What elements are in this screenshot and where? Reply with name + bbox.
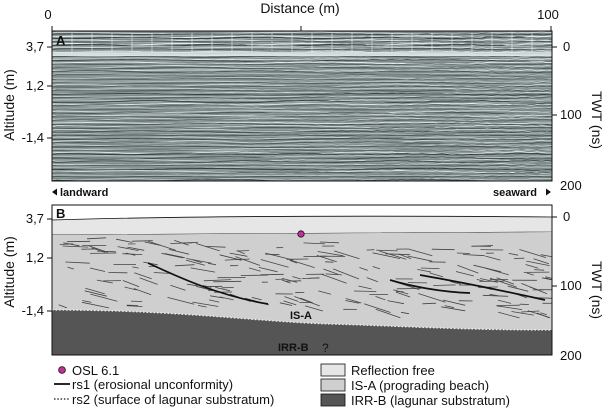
osl-sample-marker <box>297 230 305 238</box>
legend-rs2-label: rs2 (surface of lagunar substratum) <box>72 392 274 407</box>
panel-b: B IS-A IRR-B ? Altitude (m) 3,7 1,2 -1,4… <box>1 204 602 363</box>
distance-tick-0: 0 <box>44 7 51 22</box>
legend-osl-label: OSL 6.1 <box>72 363 119 378</box>
panel-b-alt-tick-3: -1,4 <box>22 303 44 318</box>
panel-a-twt-tick-200: 200 <box>560 178 582 193</box>
uncertain-mark: ? <box>322 341 329 355</box>
panel-a: A Altitude (m) 3,7 1,2 -1,4 0 100 200 TW… <box>1 30 602 199</box>
panel-a-twt-tick-0: 0 <box>563 39 570 54</box>
surface-markers <box>71 33 533 52</box>
legend-isa-label: IS-A (prograding beach) <box>351 378 489 393</box>
irrb-unit-label: IRR-B <box>278 342 309 354</box>
rs1-unconformity-2 <box>389 279 471 294</box>
osl-legend-icon <box>58 366 66 374</box>
radargram-reflections <box>52 31 552 181</box>
rs2-surface <box>52 309 552 331</box>
irrb-swatch <box>320 393 346 407</box>
panel-a-label: A <box>56 33 66 48</box>
legend: OSL 6.1 rs1 (erosional unconformity) rs2… <box>54 363 510 408</box>
distance-tick-100: 100 <box>537 7 559 22</box>
rs1-unconformity-3 <box>419 274 546 301</box>
panel-a-twt-title: TWT (ns) <box>589 91 602 149</box>
isa-swatch <box>320 378 346 392</box>
panel-a-altitude-title: Altitude (m) <box>1 69 17 141</box>
panel-b-alt-tick-2: 1,2 <box>26 250 44 265</box>
distance-axis-title: Distance (m) <box>260 0 339 16</box>
panel-b-twt-tick-100: 100 <box>560 278 582 293</box>
reflection-free-swatch <box>320 363 346 377</box>
panel-b-altitude-title: Altitude (m) <box>1 236 17 308</box>
panel-a-alt-tick-2: 1,2 <box>26 78 44 93</box>
landward-label: landward <box>60 187 108 199</box>
legend-item-irrb: IRR-B (lagunar substratum) <box>320 393 510 408</box>
legend-item-isa: IS-A (prograding beach) <box>320 378 489 393</box>
legend-item-reflection-free: Reflection free <box>320 363 435 378</box>
panel-a-alt-tick-3: -1,4 <box>22 130 44 145</box>
panel-b-twt-title: TWT (ns) <box>589 261 602 319</box>
panel-b-alt-tick-1: 3,7 <box>26 211 44 226</box>
isa-unit-label: IS-A <box>290 310 312 322</box>
legend-item-osl: OSL 6.1 <box>58 363 119 378</box>
irrb-unit-zone <box>52 310 552 355</box>
legend-irrb-label: IRR-B (lagunar substratum) <box>351 393 510 408</box>
panel-a-alt-tick-1: 3,7 <box>26 39 44 54</box>
distance-axis: Distance (m) 0 100 <box>44 0 559 31</box>
rs1-unconformity-1 <box>147 262 269 305</box>
legend-item-rs2: rs2 (surface of lagunar substratum) <box>54 392 274 407</box>
seaward-label: seaward <box>493 187 537 199</box>
legend-reflection-free-label: Reflection free <box>351 363 435 378</box>
legend-item-rs1: rs1 (erosional unconformity) <box>54 377 233 392</box>
legend-rs1-label: rs1 (erosional unconformity) <box>72 377 233 392</box>
panel-a-twt-tick-100: 100 <box>560 107 582 122</box>
panel-b-twt-tick-200: 200 <box>560 348 582 363</box>
panel-b-twt-tick-0: 0 <box>563 209 570 224</box>
panel-b-label: B <box>56 206 65 221</box>
